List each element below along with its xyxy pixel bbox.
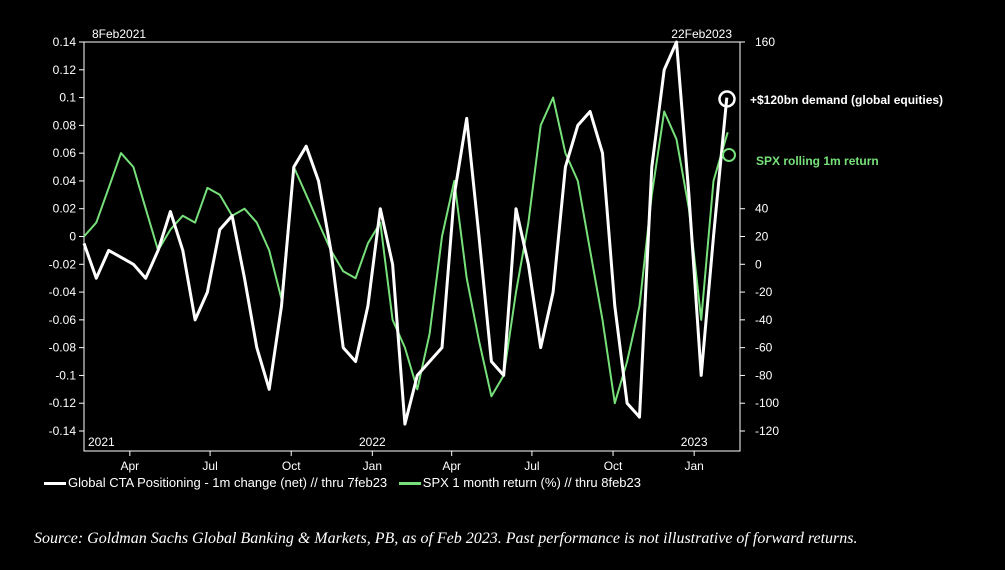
- left-tick-label: -0.12: [49, 396, 77, 410]
- x-axis-ticks: Apr Jul Oct Jan Apr Jul Oct Jan: [121, 451, 704, 473]
- chart-legend: Global CTA Positioning - 1m change (net)…: [44, 475, 649, 490]
- legend-label-cta: Global CTA Positioning - 1m change (net)…: [68, 475, 388, 490]
- source-footnote: Source: Goldman Sachs Global Banking & M…: [34, 530, 858, 547]
- left-tick-label: -0.14: [49, 424, 77, 438]
- legend-swatch-spx: [398, 482, 421, 486]
- left-tick-label: 0.02: [53, 202, 77, 216]
- left-tick-label: 0: [69, 230, 76, 244]
- date-range-end-label: 22Feb2023: [671, 27, 732, 41]
- right-tick-label: -60: [755, 341, 773, 355]
- left-tick-label: 0.12: [53, 63, 77, 77]
- left-axis-ticks: 0.14 0.12 0.1 0.08 0.06 0.04 0.02 0 -0.02 -0.04 -0…: [49, 35, 84, 438]
- legend-item-cta: Global CTA Positioning - 1m change (net)…: [44, 475, 391, 490]
- right-tick-label: 20: [755, 230, 769, 244]
- year-label: 2023: [681, 435, 708, 449]
- legend-item-spx: SPX 1 month return (%) // thru 8feb23: [398, 475, 642, 490]
- x-tick-label: Jul: [202, 459, 217, 473]
- legend-label-spx: SPX 1 month return (%) // thru 8feb23: [422, 475, 642, 490]
- x-tick-label: Jul: [524, 459, 539, 473]
- left-tick-label: 0.1: [59, 91, 76, 105]
- annotation-layer: +$120bn demand (global equities) SPX rol…: [718, 90, 943, 168]
- right-tick-label: -120: [755, 424, 779, 438]
- right-tick-label: -80: [755, 368, 773, 382]
- x-tick-label: Oct: [604, 459, 623, 473]
- left-tick-label: -0.06: [49, 313, 77, 327]
- year-labels: 2021 2022 2023: [88, 435, 708, 449]
- left-tick-label: -0.02: [49, 257, 77, 271]
- left-tick-label: -0.08: [49, 341, 77, 355]
- spx-endpoint-marker: [722, 148, 736, 162]
- right-axis-ticks: 160 40 20 0 -20 -40 -60 -80 -100 -120: [740, 35, 779, 438]
- right-tick-label: 40: [755, 202, 769, 216]
- right-tick-label: 160: [755, 35, 775, 49]
- right-tick-label: -20: [755, 285, 773, 299]
- left-tick-label: -0.1: [55, 368, 76, 382]
- legend-swatch-cta: [44, 482, 66, 486]
- series-layer: [82, 40, 729, 426]
- series-line-cta-positioning: [82, 40, 729, 426]
- x-tick-label: Oct: [282, 459, 301, 473]
- x-tick-label: Jan: [363, 459, 382, 473]
- left-tick-label: 0.08: [53, 118, 77, 132]
- right-tick-label: 0: [755, 257, 762, 271]
- x-tick-label: Apr: [121, 459, 140, 473]
- date-range-start-label: 8Feb2021: [92, 27, 146, 41]
- right-tick-label: -40: [755, 313, 773, 327]
- spx-annotation-label: SPX rolling 1m return: [756, 154, 879, 168]
- right-tick-label: -100: [755, 396, 779, 410]
- series-line-spx-return: [83, 96, 729, 405]
- left-tick-label: -0.04: [49, 285, 77, 299]
- x-tick-label: Jan: [684, 459, 703, 473]
- left-tick-label: 0.14: [53, 35, 77, 49]
- left-tick-label: 0.04: [53, 174, 77, 188]
- cta-endpoint-marker: [718, 90, 736, 108]
- year-label: 2022: [359, 435, 386, 449]
- cta-annotation-label: +$120bn demand (global equities): [750, 93, 943, 107]
- x-tick-label: Apr: [442, 459, 461, 473]
- left-tick-label: 0.06: [53, 146, 77, 160]
- date-range-labels: 8Feb2021 22Feb2023: [92, 27, 732, 41]
- year-label: 2021: [88, 435, 115, 449]
